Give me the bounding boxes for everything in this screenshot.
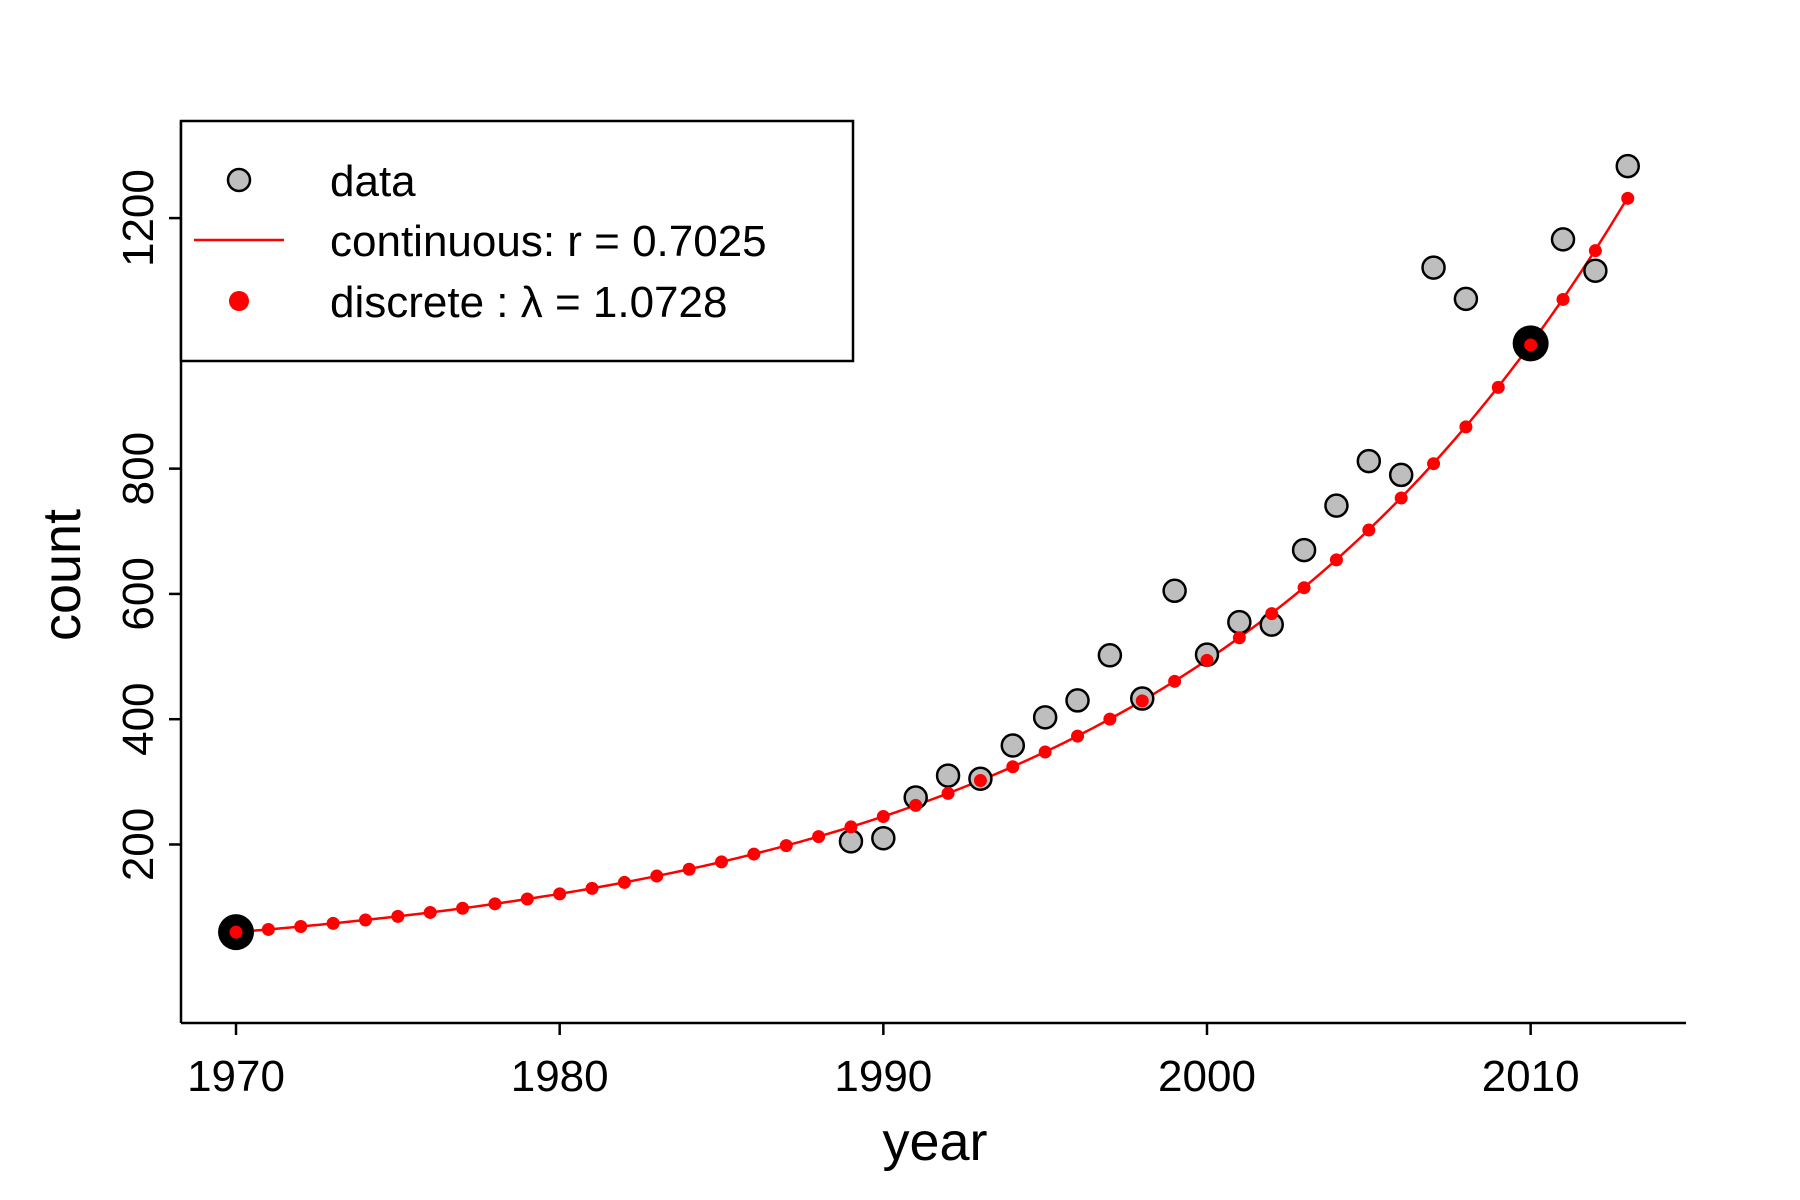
data-point [1583, 258, 1608, 283]
y-axis-ticks: 200 400 600 800 1200 [114, 169, 181, 881]
y-tick-label: 600 [114, 557, 163, 630]
discrete-point [617, 875, 631, 889]
discrete-point [1362, 523, 1376, 537]
y-axis-title: count [32, 509, 92, 641]
data-point [1032, 705, 1058, 730]
legend-data-marker [226, 167, 252, 193]
data-point [1356, 448, 1382, 474]
discrete-point [1491, 380, 1505, 394]
discrete-point [358, 913, 372, 927]
legend-data-label: data [330, 157, 416, 206]
discrete-point [229, 925, 243, 939]
discrete-point [779, 839, 793, 853]
discrete-point [909, 798, 923, 812]
discrete-point [520, 892, 534, 906]
plot-area: 1970 1980 1990 2000 2010 200 400 600 800 1200 [114, 121, 1686, 1101]
x-tick-label: 1970 [187, 1052, 285, 1101]
data-point [1615, 153, 1640, 179]
data-points [838, 153, 1640, 854]
discrete-point [261, 922, 275, 936]
legend-discrete-label: discrete : λ = 1.0728 [330, 278, 727, 327]
data-point [1227, 609, 1252, 635]
discrete-point [1524, 338, 1538, 352]
discrete-point [1588, 244, 1602, 258]
data-point [1065, 688, 1090, 713]
discrete-points [229, 191, 1635, 939]
y-tick-label: 200 [114, 808, 163, 881]
discrete-point [1103, 712, 1117, 726]
discrete-point [456, 901, 470, 915]
data-point [1097, 643, 1123, 668]
discrete-point [1135, 694, 1149, 708]
data-point [1550, 227, 1576, 252]
y-tick-label: 1200 [114, 169, 163, 267]
data-point [1421, 255, 1446, 280]
data-point [838, 829, 864, 854]
data-point [1324, 493, 1349, 518]
legend: data continuous: r = 0.7025 discrete : λ… [179, 119, 855, 363]
y-tick-label: 800 [114, 432, 163, 505]
discrete-point [1459, 420, 1473, 434]
discrete-point [1265, 607, 1279, 621]
x-tick-label: 2010 [1482, 1052, 1580, 1101]
discrete-point [812, 830, 826, 844]
data-point [1388, 462, 1414, 488]
discrete-point [1071, 729, 1085, 743]
discrete-point [876, 810, 890, 824]
x-axis-ticks: 1970 1980 1990 2000 2010 [187, 1023, 1580, 1101]
discrete-point [1038, 745, 1052, 759]
anchor-points [218, 325, 1549, 951]
discrete-point [326, 916, 340, 930]
discrete-point [973, 774, 987, 788]
data-point [1162, 578, 1187, 604]
discrete-point [488, 897, 502, 911]
discrete-point [1394, 491, 1408, 505]
discrete-point [1427, 457, 1441, 471]
discrete-point [715, 855, 729, 869]
x-axis-title: year [882, 1112, 987, 1172]
data-point [1291, 537, 1317, 563]
data-point [935, 763, 961, 788]
discrete-point [553, 887, 567, 901]
discrete-point [1329, 553, 1343, 567]
x-tick-label: 1990 [834, 1052, 932, 1101]
discrete-point [1621, 191, 1635, 205]
legend-discrete-marker [229, 291, 249, 311]
discrete-point [294, 920, 308, 934]
data-point [871, 825, 896, 851]
discrete-point [941, 786, 955, 800]
discrete-point [650, 869, 664, 883]
discrete-point [423, 905, 437, 919]
y-tick-label: 400 [114, 682, 163, 755]
discrete-point [682, 862, 696, 876]
discrete-point [844, 820, 858, 834]
data-point [1000, 733, 1026, 758]
data-point [1453, 286, 1479, 312]
discrete-point [1556, 292, 1570, 306]
discrete-point [1232, 631, 1246, 645]
legend-continuous-label: continuous: r = 0.7025 [330, 217, 767, 266]
discrete-point [747, 847, 761, 861]
discrete-point [1200, 653, 1214, 667]
discrete-point [1006, 760, 1020, 774]
legend-box [179, 119, 855, 363]
discrete-point [1297, 581, 1311, 595]
discrete-point [391, 909, 405, 923]
discrete-point [585, 881, 599, 895]
x-tick-label: 1980 [511, 1052, 609, 1101]
discrete-point [1168, 674, 1182, 688]
x-tick-label: 2000 [1158, 1052, 1256, 1101]
